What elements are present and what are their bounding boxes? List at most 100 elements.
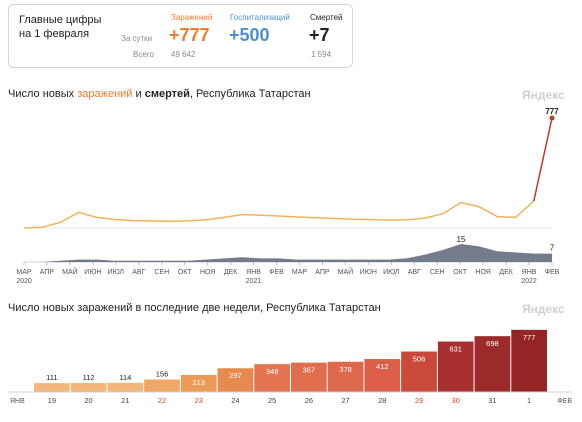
bar-category-label: 20 — [84, 396, 92, 405]
deaths-last-label: 7 — [550, 244, 555, 253]
x-tick-label: СЕН — [154, 269, 169, 276]
x-tick-label: ИЮН — [84, 269, 101, 276]
cases-line — [23, 200, 535, 229]
chart1-title-cases: заражений — [77, 88, 133, 100]
bar-value-label: 777 — [523, 333, 536, 342]
bar — [70, 383, 107, 392]
bar — [291, 362, 327, 392]
bar-category-label: 1 — [527, 396, 531, 405]
bar-category-label: 24 — [231, 396, 239, 405]
x-tick-label: ИЮЛ — [108, 269, 125, 276]
bar-value-label: 156 — [156, 370, 169, 379]
x-tick-label: АВГ — [132, 269, 145, 276]
chart1-title-prefix: Число новых — [8, 88, 78, 100]
x-tick-label: ЯНВ — [522, 269, 537, 276]
bar — [217, 368, 254, 392]
x-tick-year: 2021 — [246, 278, 262, 285]
bar-value-label: 506 — [413, 355, 426, 364]
bar-category-label: 29 — [415, 396, 423, 405]
x-tick-label: СЕН — [430, 269, 445, 276]
bar-value-label: 112 — [83, 373, 95, 382]
bar-category-label: 19 — [48, 396, 56, 405]
bar — [254, 364, 290, 392]
summary-card: Главные цифры на 1 февраля За сутки Всег… — [8, 4, 353, 68]
deaths-value: +7 — [309, 25, 330, 45]
bar-value-label: 111 — [46, 373, 57, 382]
chart1-title: Число новых заражений и смертей, Республ… — [8, 88, 311, 100]
x-tick-label: ОКТ — [178, 269, 193, 276]
x-tick-label: ДЕК — [224, 269, 238, 276]
bar — [34, 383, 70, 392]
bar — [364, 359, 401, 392]
x-tick-label: МАЙ — [62, 267, 78, 276]
cases-line-last-segment — [533, 117, 553, 202]
bar — [180, 374, 217, 392]
x-tick-label: НОЯ — [475, 269, 490, 276]
bar-category-label: 28 — [378, 396, 386, 405]
x-tick-year: 2020 — [16, 278, 32, 285]
cases-head: Заражений — [171, 13, 213, 22]
x-tick-label: ФЕВ — [269, 269, 284, 276]
x-tick-label: ДЕК — [499, 269, 513, 276]
x-tick-label: ИЮЛ — [383, 269, 400, 276]
bar-value-label: 378 — [339, 365, 352, 374]
chart1-title-suffix: , Республика Татарстан — [189, 88, 311, 100]
bar-category-label: 25 — [268, 396, 276, 405]
x-tick-label: МАЙ — [338, 267, 354, 276]
bar — [437, 341, 474, 392]
bar-value-label: 367 — [303, 366, 316, 375]
bar-category-label: 21 — [121, 396, 129, 405]
chart1-title-deaths: смертей — [144, 88, 190, 100]
bar-category-label: 26 — [305, 396, 313, 405]
bar-category-label: 30 — [452, 396, 460, 405]
bar-start-label: ЯНВ — [10, 398, 25, 405]
deaths-peak-label: 15 — [457, 235, 466, 244]
bar-value-label: 412 — [376, 362, 389, 371]
cases-total: 49 642 — [171, 50, 196, 59]
bar-value-label: 631 — [449, 345, 462, 354]
bar-end-label: ФЕВ — [557, 398, 572, 405]
x-tick-label: ИЮН — [360, 269, 377, 276]
bar-category-label: 22 — [158, 396, 166, 405]
bar — [511, 329, 547, 392]
deaths-total: 1 594 — [311, 50, 332, 59]
bar-value-label: 698 — [486, 339, 499, 348]
cases-value: +777 — [169, 25, 210, 45]
chart2-watermark: Яндекс — [522, 302, 565, 316]
x-tick-label: МАР — [16, 269, 32, 276]
x-tick-label: АПР — [40, 269, 55, 276]
total-label: Всего — [133, 50, 154, 59]
cases-last-label: 777 — [545, 107, 559, 116]
deaths-head: Смертей — [310, 13, 343, 22]
per-day-label: За сутки — [121, 34, 153, 43]
deaths-area — [24, 244, 552, 262]
chart1-title-mid: и — [132, 88, 145, 100]
x-tick-label: ОКТ — [453, 269, 468, 276]
summary-title: Главные цифры на 1 февраля — [19, 14, 102, 40]
bar-category-label: 23 — [195, 396, 203, 405]
x-tick-label: АПР — [315, 269, 330, 276]
bar — [107, 382, 144, 392]
cases-last-point — [549, 115, 555, 121]
chart1-watermark: Яндекс — [522, 88, 565, 102]
bar-value-label: 114 — [119, 373, 131, 382]
x-tick-label: МАР — [292, 269, 308, 276]
hosp-head: Госпитализаций — [230, 13, 290, 22]
bar-value-label: 297 — [229, 371, 242, 380]
bar-value-label: 348 — [266, 367, 279, 376]
x-tick-label: АВГ — [408, 269, 421, 276]
bar — [144, 379, 180, 392]
chart2-title: Число новых заражений в последние две не… — [8, 302, 381, 314]
bar — [401, 351, 437, 392]
x-tick-label: НОЯ — [200, 269, 215, 276]
bar-category-label: 27 — [341, 396, 349, 405]
x-tick-label: ЯНВ — [246, 269, 261, 276]
bar — [327, 361, 364, 392]
bar — [474, 336, 511, 392]
x-tick-label: ФЕВ — [545, 269, 560, 276]
x-tick-year: 2022 — [521, 278, 537, 285]
bar-category-label: 31 — [488, 396, 496, 405]
hosp-value: +500 — [229, 25, 270, 45]
bar-value-label: 213 — [192, 378, 205, 387]
